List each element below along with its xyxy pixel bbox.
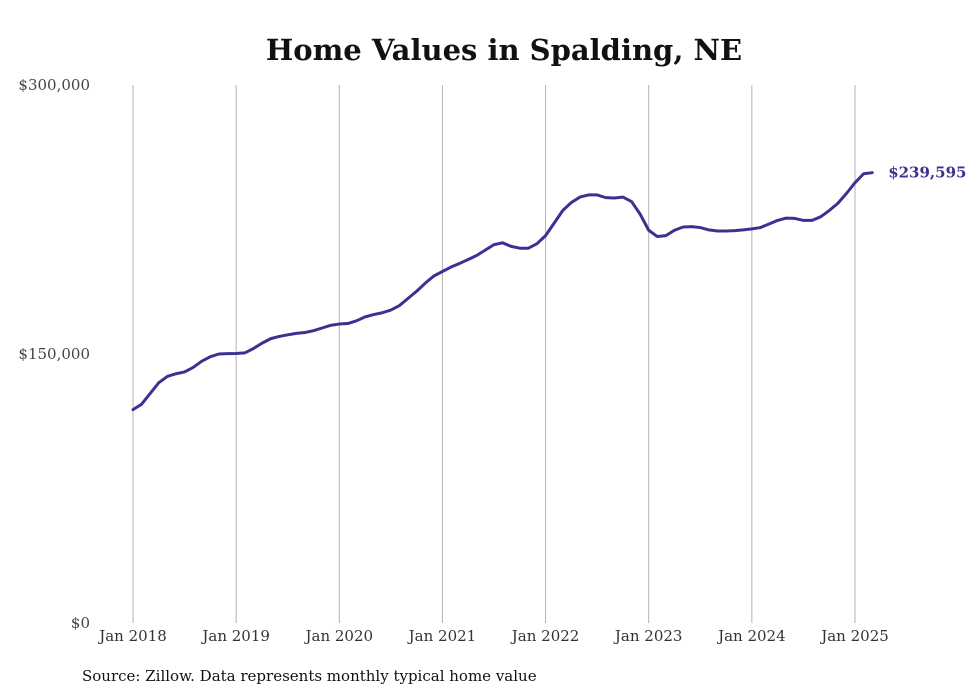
- end-value-label: $239,595: [888, 164, 966, 182]
- x-axis-ticks: Jan 2018 Jan 2019 Jan 2020 Jan 2021 Jan 2022…: [97, 627, 889, 645]
- source-note: Source: Zillow. Data represents monthly …: [82, 667, 537, 685]
- y-tick-label: $150,000: [18, 345, 90, 363]
- vertical-gridlines: [132, 85, 856, 623]
- x-tick-label: Jan 2024: [716, 627, 786, 645]
- y-tick-label: $0: [71, 614, 90, 632]
- x-tick-label: Jan 2020: [304, 627, 374, 645]
- chart-title: Home Values in Spalding, NE: [266, 33, 742, 67]
- y-axis-ticks: $0 $150,000 $300,000: [18, 76, 90, 632]
- x-tick-label: Jan 2025: [819, 627, 889, 645]
- x-tick-label: Jan 2022: [510, 627, 580, 645]
- x-tick-label: Jan 2023: [613, 627, 683, 645]
- x-tick-label: Jan 2021: [407, 627, 477, 645]
- series-group: $239,595: [131, 164, 966, 412]
- y-tick-label: $300,000: [18, 76, 90, 94]
- x-tick-label: Jan 2019: [200, 627, 270, 645]
- x-tick-label: Jan 2018: [97, 627, 167, 645]
- series-line: [131, 171, 874, 412]
